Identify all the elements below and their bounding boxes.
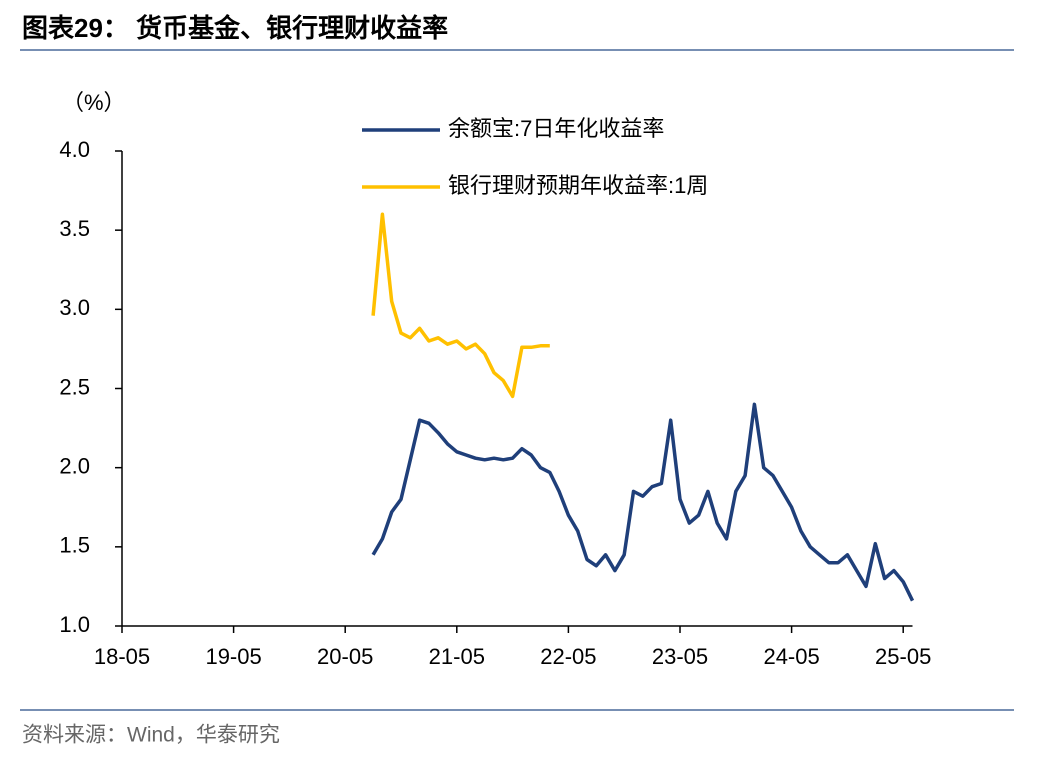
y-tick-label: 3.0: [59, 295, 90, 320]
y-tick-label: 2.0: [59, 453, 90, 478]
y-tick-label: 1.0: [59, 612, 90, 637]
x-tick-label: 20-05: [317, 644, 373, 669]
series-line: [371, 212, 550, 399]
x-tick-label: 21-05: [429, 644, 485, 669]
x-tick-label: 25-05: [875, 644, 931, 669]
x-tick-label: 18-05: [94, 644, 150, 669]
x-tick-label: 22-05: [540, 644, 596, 669]
y-tick-label: 2.5: [59, 374, 90, 399]
chart-title: 图表29： 货币基金、银行理财收益率: [22, 13, 448, 43]
source-note: 资料来源：Wind，华泰研究: [22, 724, 280, 747]
series-line: [371, 402, 915, 602]
x-tick-label: 19-05: [205, 644, 261, 669]
legend-label: 余额宝:7日年化收益率: [448, 116, 664, 141]
y-tick-label: 4.0: [59, 137, 90, 162]
y-tick-label: 3.5: [59, 216, 90, 241]
y-axis-label: （%）: [62, 90, 126, 115]
x-tick-label: 24-05: [763, 644, 819, 669]
legend-label: 银行理财预期年收益率:1周: [448, 173, 708, 198]
y-tick-label: 1.5: [59, 533, 90, 558]
x-tick-label: 23-05: [652, 644, 708, 669]
